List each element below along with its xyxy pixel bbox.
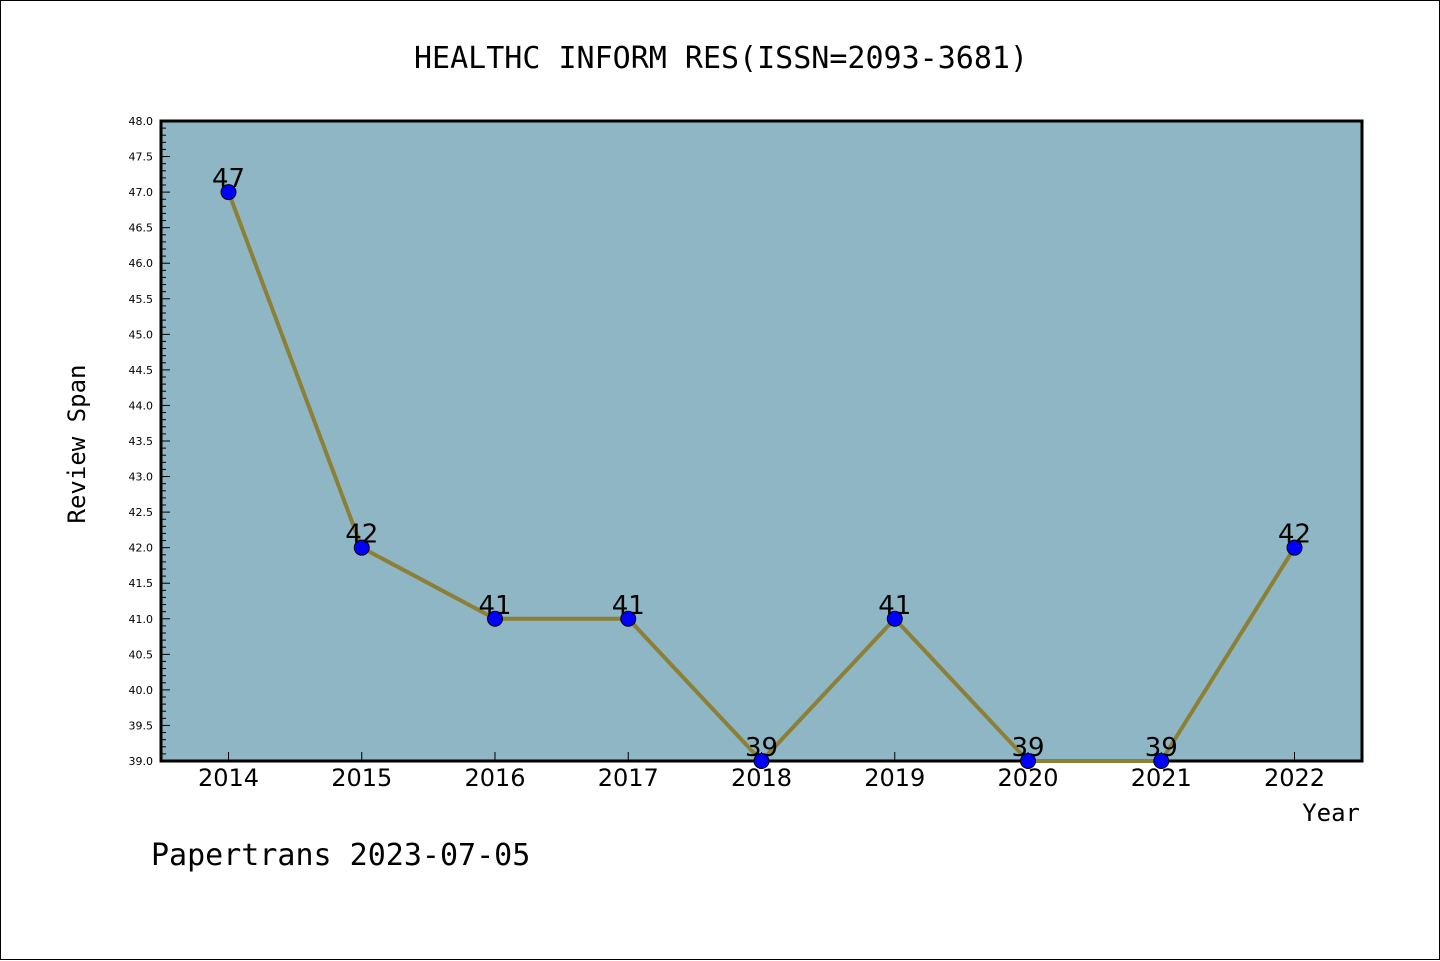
data-point <box>1153 753 1170 769</box>
x-tick-label: 2015 <box>331 764 392 792</box>
series-markers <box>220 184 1303 769</box>
x-tick-label: 2019 <box>864 764 925 792</box>
y-tick-label: 46.5 <box>129 222 154 235</box>
y-tick-label: 39.5 <box>129 719 154 732</box>
y-tick-label: 46.0 <box>129 257 154 270</box>
y-tick-label: 42.0 <box>129 542 154 555</box>
data-label: 42 <box>345 520 378 550</box>
data-label: 39 <box>1145 733 1178 763</box>
y-tick-label: 41.0 <box>129 613 154 626</box>
y-tick-label: 44.0 <box>129 399 154 412</box>
data-point <box>1286 539 1303 556</box>
y-tick-label: 44.5 <box>129 364 154 377</box>
y-tick-label: 47.5 <box>129 151 154 164</box>
y-tick-label: 47.0 <box>129 186 154 199</box>
y-tick-label: 40.5 <box>129 648 154 661</box>
data-point <box>220 184 237 201</box>
data-label: 47 <box>212 164 245 194</box>
data-label: 39 <box>745 733 778 763</box>
chart-title: HEALTHC INFORM RES(ISSN=2093-3681) <box>414 41 1028 76</box>
data-point <box>1020 753 1036 769</box>
y-tick-label: 43.5 <box>129 435 154 448</box>
y-tick-label: 45.0 <box>129 328 154 341</box>
data-point <box>753 753 770 769</box>
data-point <box>353 539 370 556</box>
x-tick-label: 2016 <box>464 764 525 792</box>
y-tick-label: 43.0 <box>129 471 154 484</box>
footer-watermark: Papertrans 2023-07-05 <box>151 838 530 873</box>
y-tick-label: 41.5 <box>129 577 154 590</box>
data-label: 41 <box>612 591 645 621</box>
y-tick-label: 42.5 <box>129 506 154 519</box>
plot-area <box>159 119 1364 763</box>
y-tick-label: 40.0 <box>129 684 154 697</box>
y-axis-label: Review Span <box>63 365 91 524</box>
data-label: 42 <box>1278 520 1311 550</box>
data-point <box>487 610 503 627</box>
y-axis: 39.0 39.5 40.0 40.5 41.0 41.5 42.0 42.5 43.0 43.5… <box>129 115 170 768</box>
x-tick-label: 2017 <box>598 764 659 792</box>
x-tick-label: 2014 <box>198 764 259 792</box>
data-point <box>886 610 903 627</box>
x-tick-label: 2022 <box>1264 764 1325 792</box>
data-label: 41 <box>878 591 911 621</box>
data-point <box>620 610 637 627</box>
y-tick-label: 39.0 <box>129 755 154 768</box>
data-labels: 47 42 41 41 39 41 39 39 42 <box>212 164 1311 763</box>
data-label: 39 <box>1011 733 1044 763</box>
y-tick-label: 48.0 <box>129 115 154 128</box>
y-tick-label: 45.5 <box>129 293 154 306</box>
data-label: 41 <box>478 591 511 621</box>
x-axis-label: Year <box>1302 799 1360 827</box>
